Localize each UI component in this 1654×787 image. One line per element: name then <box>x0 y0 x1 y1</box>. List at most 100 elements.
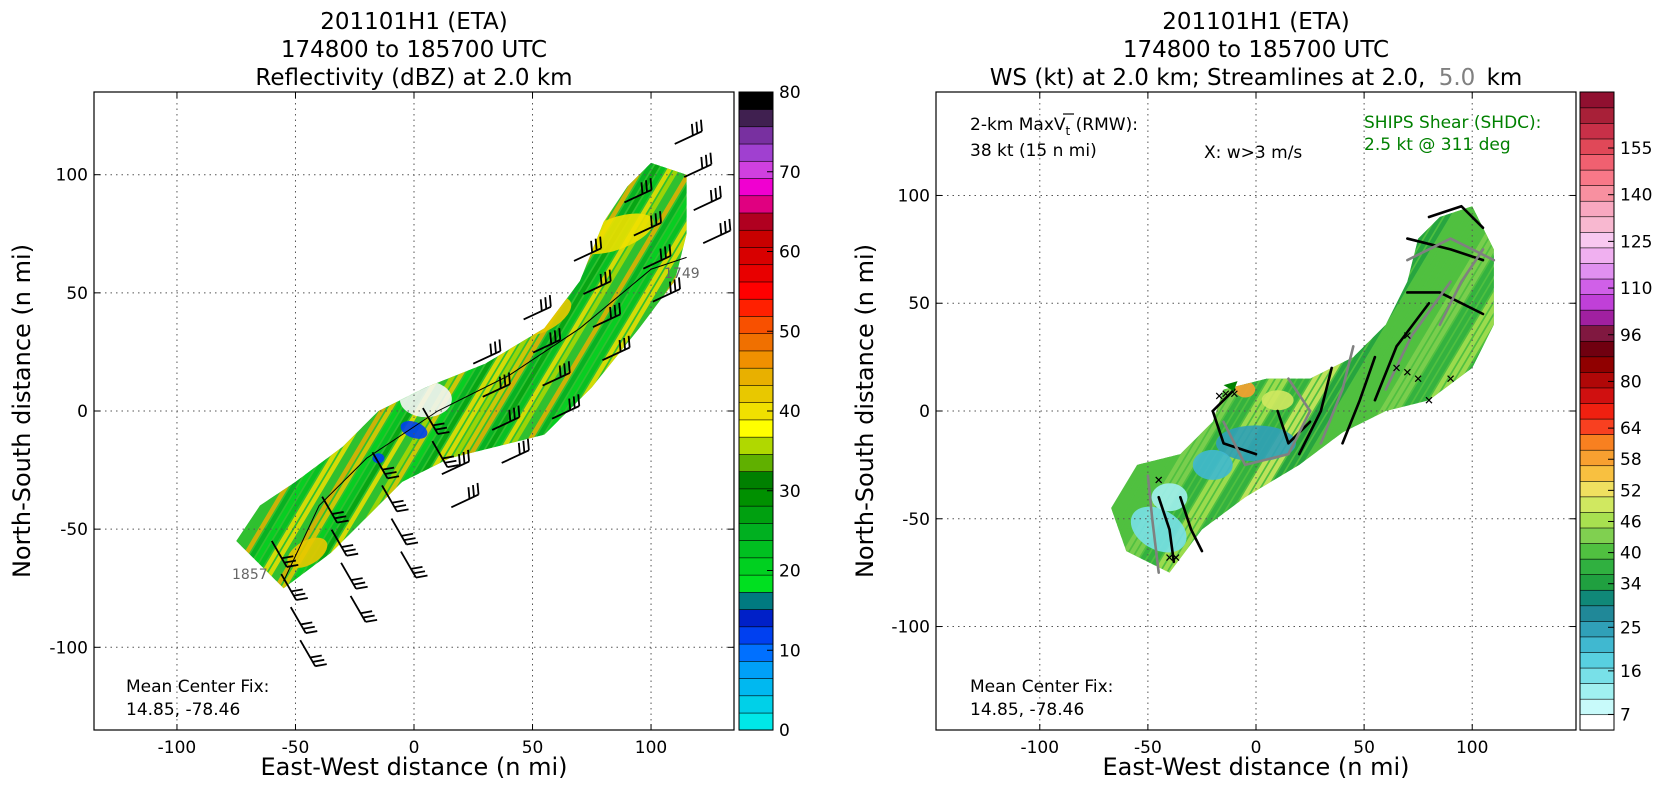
colorbar-tick-label: 25 <box>1620 618 1642 638</box>
colorbar-tick-label: 0 <box>779 721 790 741</box>
barb-flag <box>549 332 553 345</box>
barb-flag <box>394 504 407 508</box>
wind-barb <box>633 211 662 237</box>
barb-flag <box>690 123 694 136</box>
barb-flag <box>493 341 497 354</box>
barb-flag <box>654 213 658 226</box>
right-title-part-1: WS (kt) at 2.0 km; Streamlines at 2.0, <box>990 65 1426 91</box>
barb-flag <box>678 277 681 290</box>
barb-flag <box>384 471 397 475</box>
x-tick-label: 50 <box>1353 738 1375 758</box>
barb-flag <box>343 548 356 553</box>
barb-flag <box>659 211 662 223</box>
x-tick-label: -50 <box>282 738 310 758</box>
barb-flag <box>415 574 428 579</box>
streamline <box>1211 388 1258 456</box>
shear-arrow <box>1223 381 1238 392</box>
w-marker <box>1447 375 1455 383</box>
right-center-fix-value: 14.85, -78.46 <box>970 700 1084 720</box>
wind-barb <box>472 339 502 365</box>
colorbar-cell <box>738 436 774 455</box>
colorbar-tick-label: 58 <box>1620 450 1642 470</box>
barb-flag <box>664 246 667 259</box>
colorbar-cell <box>1579 169 1615 186</box>
barb-flag <box>563 363 567 376</box>
left-axis-ticks: -100 -50 0 50 100 -100 -50 0 50 100 <box>49 92 734 758</box>
max-vt-label-text: 2-km MaxV <box>970 115 1066 135</box>
barb-flag <box>305 630 318 634</box>
colorbar-tick-label: 96 <box>1620 326 1642 346</box>
w-marker <box>1172 554 1180 561</box>
barb-flag <box>668 244 672 257</box>
x-tick-label: 0 <box>409 738 420 758</box>
barb-flag <box>458 454 461 466</box>
colorbar-cell <box>1579 387 1615 404</box>
colorbar-tick-label: 140 <box>1620 186 1652 206</box>
barb-flag <box>336 519 349 524</box>
barb-flag <box>522 440 526 453</box>
barb-flag <box>286 564 299 568</box>
barb-flag <box>413 570 426 575</box>
barb-flag <box>360 610 373 615</box>
swath-feature <box>1235 381 1256 398</box>
barb-flag <box>432 422 445 427</box>
left-title-line-2: 174800 to 185700 UTC <box>281 37 547 63</box>
colorbar-tick-label: 40 <box>1620 544 1642 564</box>
barb-flag <box>627 335 631 348</box>
wind-barb <box>491 405 521 431</box>
colorbar-cell <box>1579 511 1615 529</box>
colorbar-cell <box>738 695 774 714</box>
y-tick-label: 50 <box>908 294 930 314</box>
swath-band <box>1132 206 1494 573</box>
wind-barb <box>381 484 409 513</box>
left-title-line-3: Reflectivity (dBZ) at 2.0 km <box>255 65 572 91</box>
colorbar-cell <box>738 453 774 472</box>
colorbar-cell <box>1579 402 1615 420</box>
x-tick-label: 100 <box>1456 738 1488 758</box>
colorbar-cell <box>738 333 774 352</box>
wind-barb <box>583 269 612 295</box>
swath-band <box>333 162 687 589</box>
left-colorbar: 0 10 20 30 40 50 60 70 80 <box>738 83 801 741</box>
colorbar-cell <box>1579 434 1615 451</box>
y-tick-label: -50 <box>60 520 88 540</box>
swath-band <box>1161 206 1494 573</box>
colorbar-tick-label: 10 <box>779 641 801 661</box>
colorbar-tick-label: 80 <box>779 83 801 103</box>
flight-track <box>283 256 687 582</box>
swath-band <box>1398 206 1494 573</box>
swath-feature <box>1261 390 1294 411</box>
streamline <box>1276 409 1312 445</box>
barb-flag <box>355 585 368 590</box>
x-tick-label: -100 <box>1020 738 1059 758</box>
colorbar-cell <box>738 126 774 145</box>
barb-flag <box>498 339 502 352</box>
wind-barb <box>674 119 703 145</box>
swath-band <box>1111 206 1474 573</box>
barb-flag <box>659 248 663 261</box>
colorbar-cell <box>1579 153 1615 171</box>
barb-flag <box>700 156 704 169</box>
colorbar-tick-label: 16 <box>1620 662 1642 682</box>
swath-feature <box>1151 483 1188 512</box>
streamline <box>1146 474 1161 574</box>
barb-flag <box>572 396 576 409</box>
colorbar-cell <box>738 505 774 524</box>
colorbar-frame <box>1579 91 1615 731</box>
colorbar-tick-label: 60 <box>779 243 801 263</box>
y-tick-label: 0 <box>919 402 930 422</box>
colorbar-tick-label: 125 <box>1620 232 1652 252</box>
wind-barb <box>652 277 681 303</box>
barb-flag <box>673 279 677 292</box>
barb-flag <box>296 597 308 601</box>
barb-flag <box>645 180 648 192</box>
wind-barb <box>450 482 480 509</box>
colorbar-cell <box>738 229 774 248</box>
right-center-fix-label: Mean Center Fix: <box>970 677 1113 697</box>
left-xlabel: East-West distance (n mi) <box>260 753 567 781</box>
barb-flag <box>650 215 653 228</box>
barb-flag <box>310 654 322 659</box>
max-vt-subscript: t <box>1066 124 1071 138</box>
barb-flag <box>577 394 581 407</box>
wind-barb <box>371 451 400 480</box>
